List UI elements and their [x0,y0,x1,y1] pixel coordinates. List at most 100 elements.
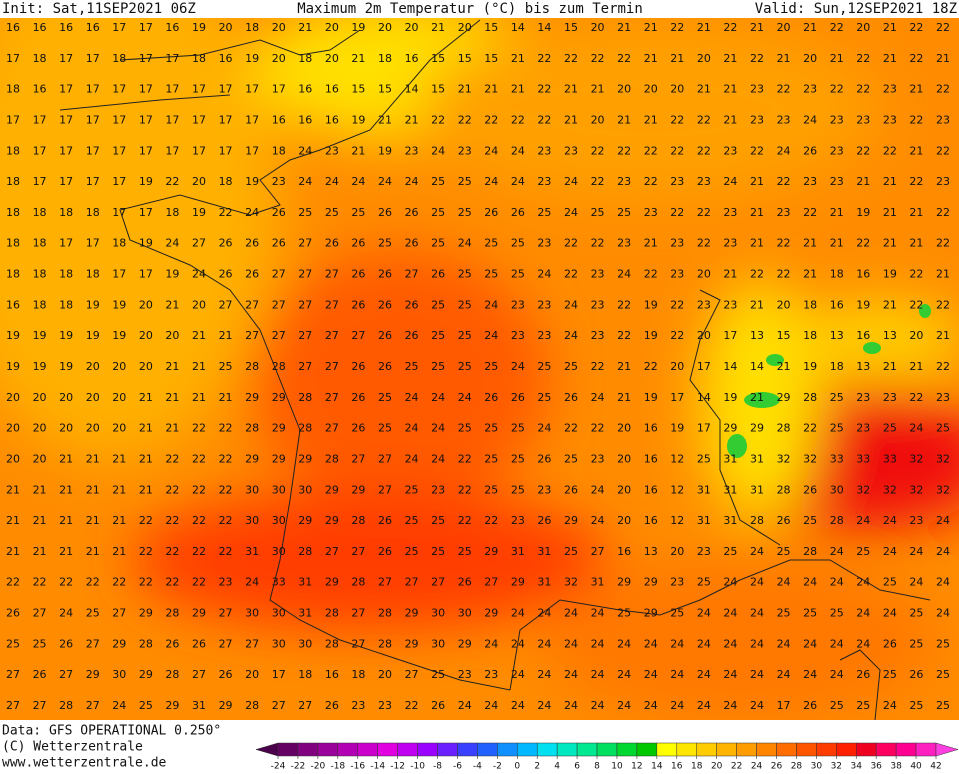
grid-value: 14 [750,360,764,373]
grid-value: 24 [909,545,923,558]
grid-value: 19 [165,268,179,281]
colorbar-tick-label: 26 [771,762,783,772]
grid-value: 25 [723,545,737,558]
grid-value: 27 [431,576,445,589]
grid-value: 16 [617,545,631,558]
grid-value: 20 [617,514,631,527]
grid-value: 23 [750,113,764,126]
data-source: Data: GFS OPERATIONAL 0.250° [2,724,221,739]
grid-value: 22 [458,514,472,527]
grid-value: 16 [325,83,339,96]
grid-value: 23 [777,113,791,126]
grid-value: 23 [750,83,764,96]
grid-value: 18 [219,175,233,188]
grid-value: 31 [192,699,206,712]
grid-value: 12 [670,514,684,527]
grid-value: 17 [139,21,153,34]
map-title: Maximum 2m Temperatur (°C) bis zum Termi… [297,1,643,17]
colorbar-tick-label: -20 [311,762,326,772]
grid-value: 21 [139,391,153,404]
grid-value: 27 [378,483,392,496]
grid-value: 22 [192,576,206,589]
grid-value: 22 [165,545,179,558]
grid-value: 30 [272,545,286,558]
grid-value: 22 [883,144,897,157]
grid-value: 26 [378,268,392,281]
grid-value: 25 [431,206,445,219]
grid-value: 25 [511,268,525,281]
copyright: (C) Wetterzentrale [2,740,143,755]
shade-center [250,250,550,510]
grid-value: 22 [219,483,233,496]
grid-value: 25 [936,699,950,712]
grid-value: 21 [723,113,737,126]
grid-value: 30 [431,607,445,620]
grid-value: 23 [458,144,472,157]
init-time: Init: Sat,11SEP2021 06Z [2,1,196,17]
grid-value: 27 [351,329,365,342]
grid-value: 33 [830,452,844,465]
grid-value: 22 [909,298,923,311]
colorbar-tick-label: 0 [514,762,520,772]
grid-value: 22 [670,113,684,126]
grid-value: 14 [511,21,525,34]
grid-value: 13 [750,329,764,342]
grid-value: 17 [112,175,126,188]
grid-value: 26 [405,329,419,342]
grid-value: 18 [6,83,20,96]
grid-value: 24 [458,391,472,404]
grid-value: 12 [670,483,684,496]
grid-value: 26 [59,637,73,650]
grid-value: 21 [351,52,365,65]
grid-value: 24 [511,637,525,650]
grid-value: 27 [298,329,312,342]
grid-value: 22 [591,175,605,188]
colorbar-tick-label: 40 [910,762,922,772]
grid-value: 21 [777,360,791,373]
grid-value: 15 [431,52,445,65]
grid-value: 20 [139,298,153,311]
grid-value: 20 [139,329,153,342]
grid-value: 16 [272,113,286,126]
cold-spot [727,434,747,458]
grid-value: 17 [112,113,126,126]
grid-value: 30 [245,514,259,527]
grid-value: 23 [883,391,897,404]
grid-value: 22 [591,52,605,65]
grid-value: 31 [537,576,551,589]
grid-value: 32 [564,576,578,589]
grid-value: 32 [883,483,897,496]
grid-value: 15 [484,52,498,65]
grid-value: 25 [484,483,498,496]
grid-value: 29 [272,452,286,465]
grid-value: 24 [617,668,631,681]
grid-value: 23 [723,237,737,250]
grid-value: 29 [351,483,365,496]
grid-value: 21 [936,329,950,342]
colorbar-box [576,742,598,757]
grid-value: 22 [670,329,684,342]
grid-value: 25 [351,206,365,219]
grid-value: 21 [6,545,20,558]
grid-value: 27 [219,637,233,650]
grid-value: 19 [86,298,100,311]
grid-value: 20 [192,175,206,188]
grid-value: 24 [431,144,445,157]
grid-value: 28 [351,576,365,589]
grid-value: 25 [458,329,472,342]
grid-value: 28 [325,452,339,465]
grid-value: 24 [484,699,498,712]
grid-value: 21 [750,175,764,188]
grid-value: 24 [830,545,844,558]
grid-value: 29 [192,607,206,620]
grid-value: 21 [830,52,844,65]
grid-value: 20 [617,422,631,435]
grid-value: 28 [298,422,312,435]
grid-value: 30 [298,483,312,496]
colorbar-box [915,742,937,757]
grid-value: 25 [33,637,47,650]
grid-value: 23 [325,144,339,157]
grid-value: 17 [139,52,153,65]
grid-value: 26 [272,237,286,250]
grid-value: 17 [139,144,153,157]
